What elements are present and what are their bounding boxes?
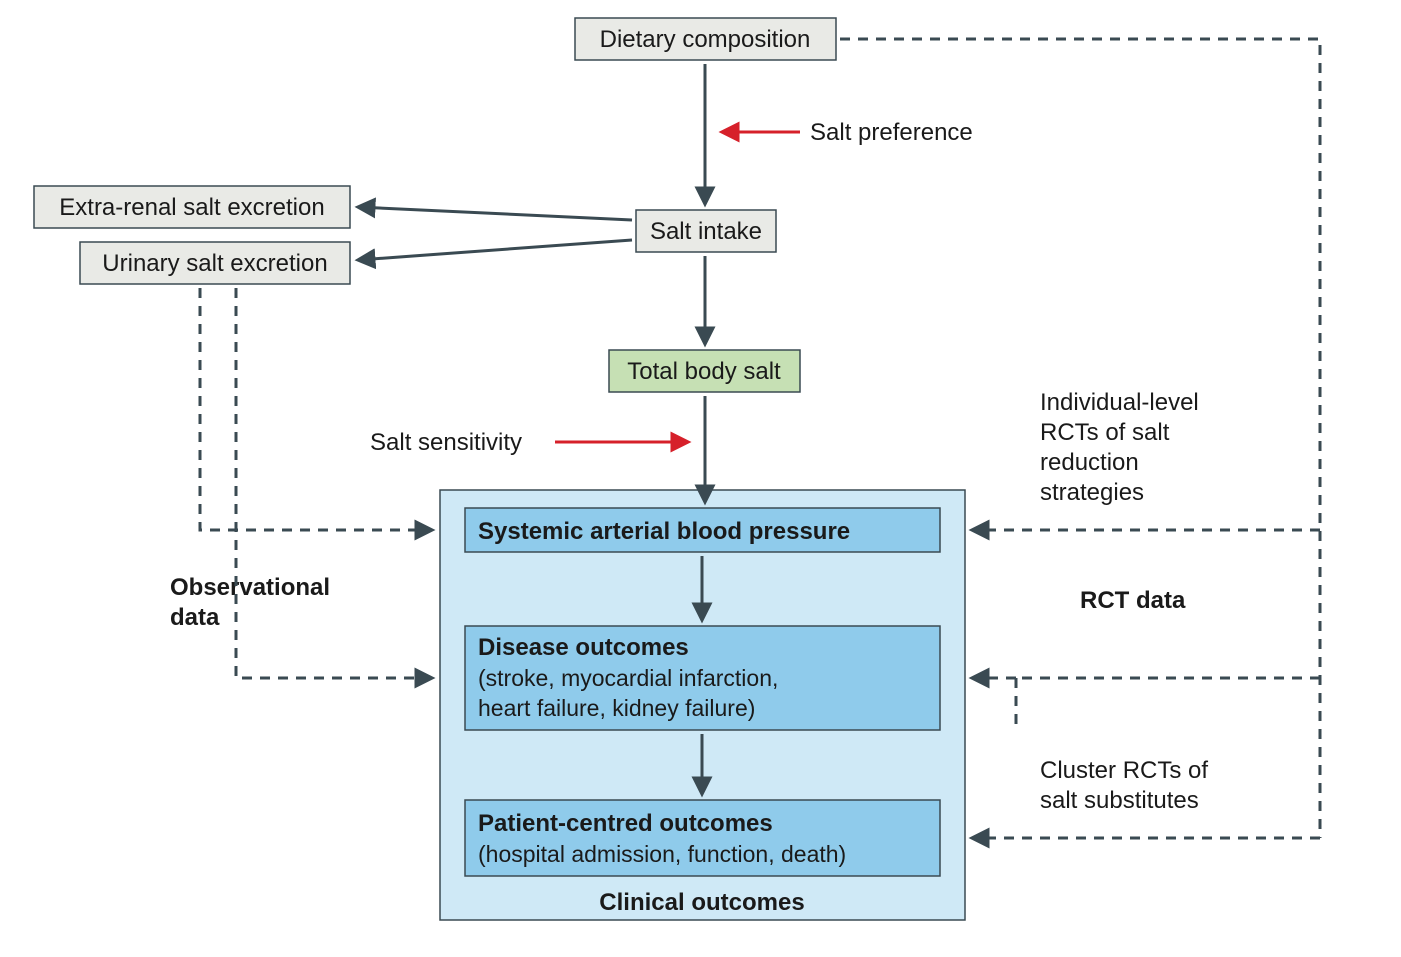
svg-text:Cluster RCTs of: Cluster RCTs of — [1040, 757, 1208, 784]
svg-text:reduction: reduction — [1040, 449, 1139, 476]
rct-data-label: RCT data — [1080, 587, 1186, 614]
dashed-urinary-to-disease — [236, 288, 432, 678]
patient-outcomes-node: Patient-centred outcomes (hospital admis… — [465, 800, 940, 876]
svg-text:salt substitutes: salt substitutes — [1040, 787, 1199, 814]
systemic-bp-label: Systemic arterial blood pressure — [478, 518, 850, 545]
svg-text:RCTs of salt: RCTs of salt — [1040, 419, 1170, 446]
extra-renal-node: Extra-renal salt excretion — [34, 186, 350, 228]
dietary-composition-label: Dietary composition — [600, 26, 811, 53]
arrow-intake-to-extra — [358, 207, 632, 220]
svg-text:Individual-level: Individual-level — [1040, 389, 1199, 416]
salt-preference-label: Salt preference — [810, 119, 973, 146]
observational-data-label: Observational data — [170, 574, 330, 631]
salt-intake-label: Salt intake — [650, 218, 762, 245]
urinary-label: Urinary salt excretion — [102, 250, 327, 277]
disease-outcomes-line2: heart failure, kidney failure) — [478, 695, 755, 721]
dietary-composition-node: Dietary composition — [575, 18, 836, 60]
total-body-salt-label: Total body salt — [627, 358, 781, 385]
systemic-bp-node: Systemic arterial blood pressure — [465, 508, 940, 552]
total-body-salt-node: Total body salt — [609, 350, 800, 392]
patient-outcomes-line1: (hospital admission, function, death) — [478, 841, 846, 867]
salt-sensitivity-label: Salt sensitivity — [370, 429, 522, 456]
disease-outcomes-node: Disease outcomes (stroke, myocardial inf… — [465, 626, 940, 730]
extra-renal-label: Extra-renal salt excretion — [59, 194, 324, 221]
svg-text:data: data — [170, 604, 220, 631]
disease-outcomes-title: Disease outcomes — [478, 634, 689, 661]
flowchart-diagram: Clinical outcomes Dietary composition Ex… — [0, 0, 1401, 957]
arrow-intake-to-urinary — [358, 240, 632, 260]
svg-text:strategies: strategies — [1040, 479, 1144, 506]
cluster-rcts-label: Cluster RCTs of salt substitutes — [1040, 757, 1208, 814]
disease-outcomes-line1: (stroke, myocardial infarction, — [478, 665, 778, 691]
patient-outcomes-title: Patient-centred outcomes — [478, 810, 773, 837]
svg-text:Observational: Observational — [170, 574, 330, 601]
clinical-outcomes-label: Clinical outcomes — [599, 889, 804, 916]
individual-rcts-label: Individual-level RCTs of salt reduction … — [1040, 389, 1199, 506]
urinary-node: Urinary salt excretion — [80, 242, 350, 284]
salt-intake-node: Salt intake — [636, 210, 776, 252]
